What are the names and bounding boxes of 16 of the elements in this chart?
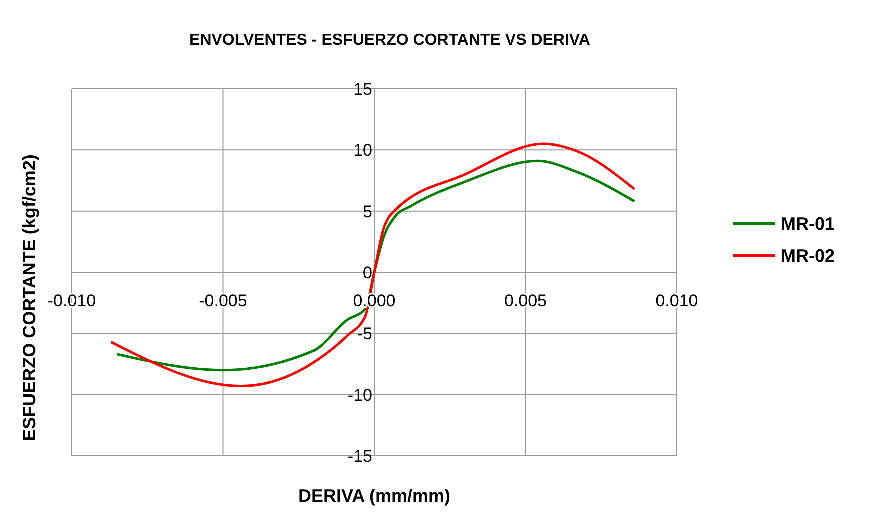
y-tick-label: 5 [363,202,372,222]
y-tick-label: 10 [354,141,372,160]
legend-label: MR-02 [781,245,836,268]
y-tick-label: -15 [348,447,372,466]
x-tick-label: 0.005 [504,292,548,310]
x-tick-label: 0.010 [656,292,698,310]
legend-label: MR-01 [781,213,836,236]
x-tick-label: -0.010 [48,292,96,310]
y-tick-label: -5 [357,324,372,344]
y-tick-label: 15 [354,80,372,99]
y-tick-label: -10 [348,386,372,405]
x-tick-label: -0.005 [199,292,248,310]
chart-title: ENVOLVENTES - ESFUERZO CORTANTE VS DERIVA [188,32,592,50]
y-tick-label: 0 [363,264,372,282]
y-axis-title: ESFUERZO CORTANTE (kgf/cm2) [20,154,40,441]
x-axis-title: DERIVA (mm/mm) [297,486,452,507]
